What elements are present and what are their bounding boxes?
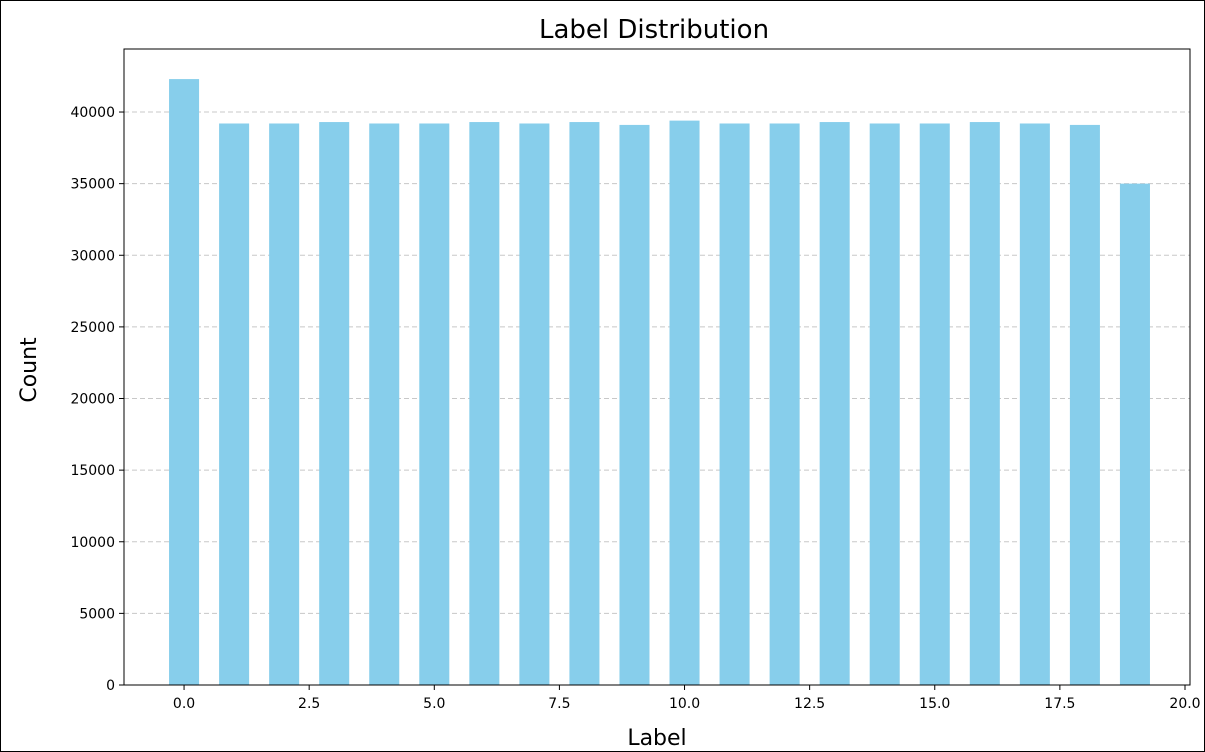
bar-18 <box>1069 124 1100 685</box>
bar-1 <box>219 123 250 685</box>
bar-15 <box>919 123 950 685</box>
y-tick-label-1: 5000 <box>79 606 115 622</box>
x-tick-label-4: 10.0 <box>669 696 700 712</box>
y-axis-title: Count <box>17 337 42 403</box>
bar-2 <box>269 123 300 685</box>
bar-0 <box>169 79 200 686</box>
x-tick-label-5: 12.5 <box>794 696 825 712</box>
y-ticks: 0 5000 10000 15000 20000 25000 30000 35000 40000 <box>70 105 124 694</box>
y-tick-label-2: 10000 <box>70 535 115 551</box>
y-tick-label-7: 35000 <box>70 177 115 193</box>
x-tick-label-6: 15.0 <box>919 696 950 712</box>
chart-title: Label Distribution <box>539 15 769 45</box>
bars <box>169 79 1150 686</box>
y-tick-label-4: 20000 <box>70 392 115 408</box>
bar-11 <box>719 123 750 685</box>
bar-19 <box>1119 183 1150 685</box>
x-ticks: 0.0 2.5 5.0 7.5 10.0 12.5 15.0 17.5 20.0 <box>173 685 1201 712</box>
bar-6 <box>469 122 500 685</box>
bar-8 <box>569 122 600 685</box>
bar-12 <box>769 123 800 685</box>
x-axis-title: Label <box>627 726 686 751</box>
x-tick-label-3: 7.5 <box>548 696 570 712</box>
x-tick-label-0: 0.0 <box>173 696 195 712</box>
bar-10 <box>669 120 700 685</box>
bar-13 <box>819 122 850 685</box>
bar-14 <box>869 123 900 685</box>
axes <box>123 48 1191 686</box>
gridlines <box>124 111 1190 614</box>
y-tick-label-6: 30000 <box>70 248 115 264</box>
bar-16 <box>969 122 1000 685</box>
x-tick-label-7: 17.5 <box>1044 696 1075 712</box>
x-tick-label-1: 2.5 <box>298 696 320 712</box>
y-tick-label-5: 25000 <box>70 320 115 336</box>
y-tick-label-0: 0 <box>106 678 115 694</box>
bar-7 <box>519 123 550 685</box>
plot-frame <box>123 48 1191 686</box>
bar-9 <box>619 124 650 685</box>
bar-3 <box>319 122 350 685</box>
y-tick-label-8: 40000 <box>70 105 115 121</box>
bar-5 <box>419 123 450 685</box>
x-tick-label-2: 5.0 <box>423 696 445 712</box>
bar-4 <box>369 123 400 685</box>
bar-17 <box>1019 123 1050 685</box>
x-tick-label-8: 20.0 <box>1169 696 1200 712</box>
y-tick-label-3: 15000 <box>70 463 115 479</box>
